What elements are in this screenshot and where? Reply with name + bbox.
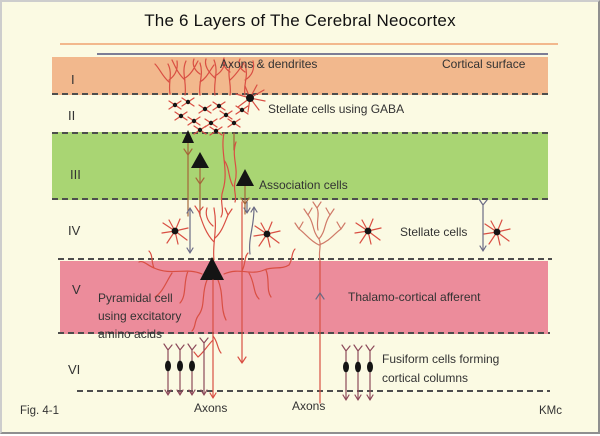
boundary-stellate-cell-icon — [235, 84, 266, 113]
layer-3-band — [52, 132, 548, 200]
layer-1-numeral: I — [71, 72, 75, 87]
cortical-surface-line — [97, 53, 548, 55]
layer6-fusiform-cells-icon — [163, 337, 375, 401]
layer-1-band — [52, 57, 548, 95]
thalamic-afferent-terminal-icon — [294, 201, 346, 261]
axons-label-left: Axons — [194, 401, 228, 415]
pyramidal-axon-icon — [193, 259, 247, 399]
layer4-axon-arrows-icon — [186, 198, 488, 255]
layer4-stellate-cells-icon — [161, 218, 511, 248]
layer2-stellate-cluster-icon — [168, 97, 249, 136]
boundary-dash-6-wm — [77, 390, 550, 392]
layer3-association-cells-icon — [182, 130, 254, 218]
association-cells-label: Association cells — [259, 178, 348, 192]
layer-6-numeral: VI — [68, 362, 81, 377]
layer-3-numeral: III — [70, 167, 81, 182]
thalamo-cortical-label: Thalamo-cortical afferent — [348, 290, 481, 304]
boundary-dash-2-3 — [52, 132, 550, 134]
stellate-cells-label: Stellate cells — [400, 225, 468, 239]
layer1-dendrite-tufts-icon — [154, 57, 255, 96]
credit-initials: KMc — [539, 405, 562, 417]
pyramidal-apical-dendrite-icon — [194, 201, 243, 261]
layer-5-band — [60, 261, 548, 334]
pyramidal-cell-label: Pyramidal cell using excitatory amino ac… — [98, 291, 182, 341]
pyramidal-cell-icon — [138, 248, 296, 332]
layer-5-numeral: V — [72, 282, 81, 297]
axons-label-right: Axons — [292, 399, 326, 413]
cortical-surface-label: Cortical surface — [442, 57, 526, 71]
axons-dendrites-label: Axons & dendrites — [220, 57, 318, 71]
figure-number: Fig. 4-1 — [20, 405, 59, 417]
figure-title: The 6 Layers of The Cerebral Neocortex — [144, 11, 456, 30]
fusiform-cells-label: Fusiform cells forming cortical columns — [382, 352, 500, 385]
boundary-dash-3-4 — [52, 198, 550, 200]
layer-4-numeral: IV — [68, 223, 81, 238]
boundary-dash-4-5 — [58, 258, 552, 260]
stellate-gaba-label: Stellate cells using GABA — [268, 102, 405, 116]
layer-2-numeral: II — [68, 108, 76, 123]
afferent-arrow-icon — [315, 292, 325, 300]
boundary-dash-5-6 — [58, 332, 550, 334]
pial-surface-line — [60, 43, 558, 45]
boundary-dash-1-2 — [52, 93, 552, 95]
thalamo-cortical-afferent-axon-icon — [315, 260, 325, 404]
